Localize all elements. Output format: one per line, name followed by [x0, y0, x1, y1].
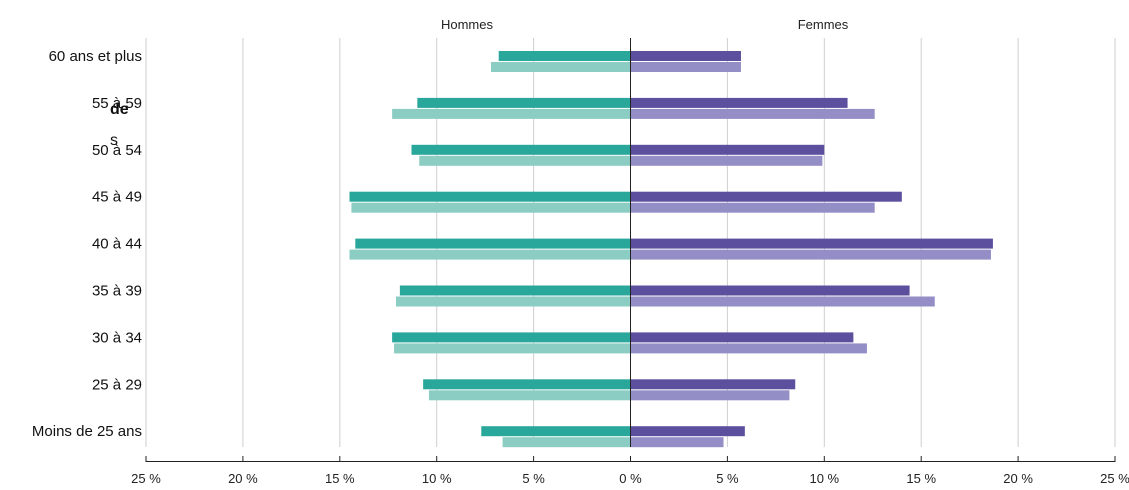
bar-right	[630, 108, 875, 119]
tick-label: 10 %	[809, 471, 839, 486]
tick-label: 20 %	[1003, 471, 1033, 486]
tick-label: 20 %	[228, 471, 258, 486]
bar-left	[349, 191, 631, 202]
bar-right	[630, 51, 741, 61]
tick-label: 25 %	[131, 471, 161, 486]
bars	[349, 51, 993, 448]
bar-left	[399, 285, 631, 296]
bar-right	[630, 426, 745, 437]
bar-left	[351, 202, 631, 213]
bar-right	[630, 155, 823, 166]
bar-right	[630, 332, 854, 343]
bar-left	[396, 296, 631, 307]
bar-left	[423, 379, 631, 390]
panel-label-right: Femmes	[798, 17, 849, 32]
category-label: 60 ans et plus	[49, 48, 142, 65]
bar-left	[502, 437, 631, 448]
bar-right	[630, 296, 935, 307]
bar-left	[498, 51, 631, 61]
category-label: 25 à 29	[92, 376, 142, 393]
bar-right	[630, 437, 724, 448]
tick-label: 15 %	[325, 471, 355, 486]
tick-label: 5 %	[716, 471, 739, 486]
x-axis-ticks: 25 % 20 % 15 % 10 % 5 % 0 % 5 % 10 % 15 % 20 % 25 …	[131, 456, 1129, 486]
clipped-heading-fragment: de	[110, 101, 129, 118]
bar-right	[630, 202, 875, 213]
bar-right	[630, 97, 848, 108]
bar-right	[630, 144, 825, 155]
category-label: 55 à 59	[92, 95, 142, 112]
tick-label: 15 %	[906, 471, 936, 486]
category-label: 50 à 54	[92, 142, 142, 159]
bar-left	[417, 97, 631, 108]
bar-left	[349, 249, 631, 260]
clipped-subheading-fragment: s	[110, 132, 118, 149]
panel-label-left: Hommes	[441, 17, 494, 32]
bar-right	[630, 379, 796, 390]
bar-right	[630, 62, 741, 72]
bar-left	[392, 108, 631, 119]
category-label: 35 à 39	[92, 283, 142, 300]
bar-right	[630, 191, 902, 202]
bar-right	[630, 238, 993, 249]
tick-label: 5 %	[522, 471, 545, 486]
bar-right	[630, 390, 790, 401]
tick-label: 25 %	[1100, 471, 1129, 486]
bar-left	[411, 144, 631, 155]
bar-left	[490, 62, 631, 72]
bar-left	[355, 238, 631, 249]
tick-label: 0 %	[619, 471, 642, 486]
category-label: 30 à 34	[92, 329, 142, 346]
bar-left	[428, 390, 631, 401]
category-label: 40 à 44	[92, 236, 142, 253]
category-label: Moins de 25 ans	[32, 423, 142, 440]
category-labels: 60 ans et plus 55 à 59 50 à 54 45 à 49 40 à …	[32, 48, 142, 440]
bar-right	[630, 249, 991, 260]
bar-right	[630, 285, 910, 296]
tick-label: 10 %	[422, 471, 452, 486]
bar-left	[481, 426, 631, 437]
category-label: 45 à 49	[92, 189, 142, 206]
bar-right	[630, 343, 867, 354]
bar-left	[394, 343, 631, 354]
bar-left	[392, 332, 631, 343]
bar-left	[419, 155, 631, 166]
